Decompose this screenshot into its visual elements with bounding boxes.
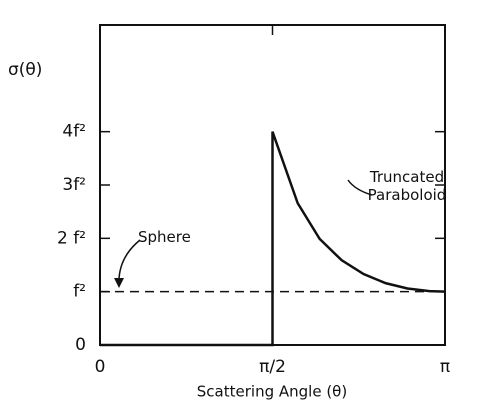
x-tick-label: π: [440, 357, 450, 377]
x-tick-label: π/2: [259, 357, 286, 377]
y-tick-label: 2 f²: [57, 228, 86, 248]
paraboloid-arrow: [347, 179, 373, 196]
paraboloid-label: Truncated Paraboloid: [367, 168, 447, 204]
y-tick-label: f²: [73, 282, 86, 302]
x-tick-label: 0: [95, 357, 106, 377]
sphere-arrow: [118, 239, 141, 285]
y-tick-label: 3f²: [62, 175, 86, 195]
y-tick-label: 0: [75, 335, 86, 355]
x-axis-label: Scattering Angle (θ): [197, 383, 347, 401]
series-line: [100, 131, 446, 347]
sphere-arrowhead: [114, 278, 124, 288]
y-axis-label: σ(θ): [8, 60, 42, 80]
sphere-label: Sphere: [138, 228, 191, 246]
y-tick-label: 4f²: [62, 122, 86, 142]
